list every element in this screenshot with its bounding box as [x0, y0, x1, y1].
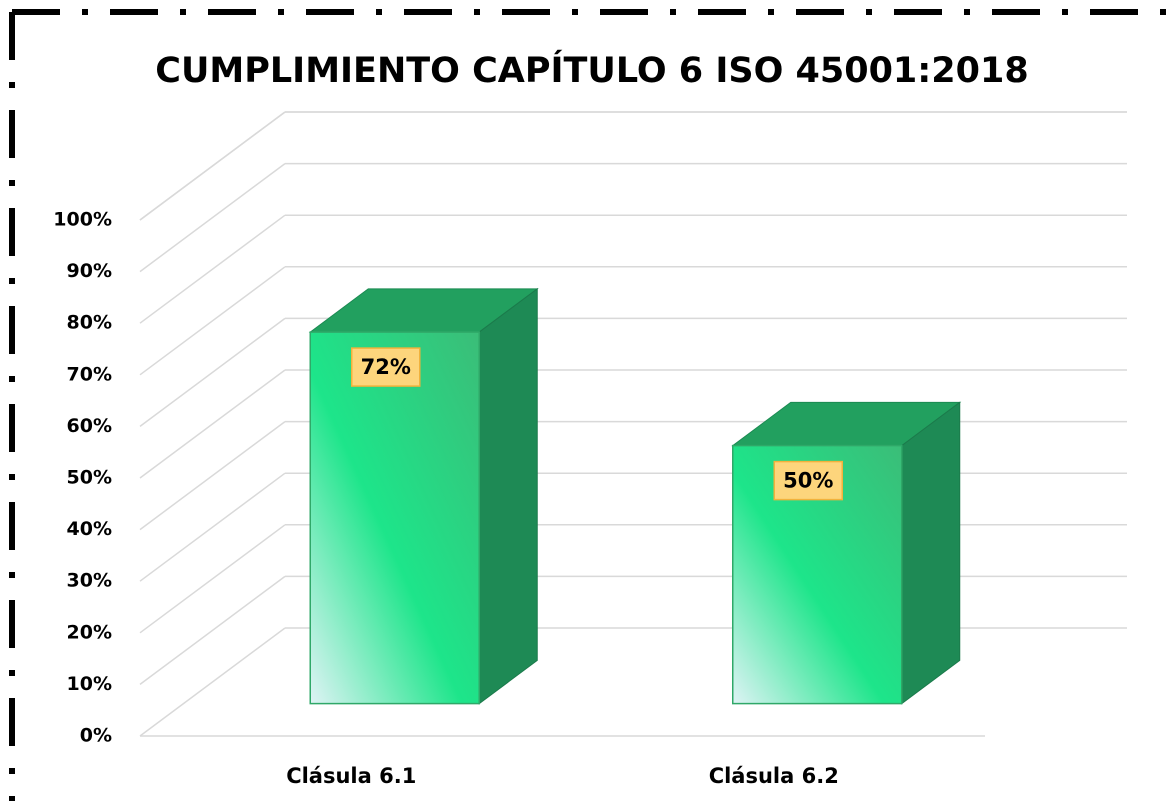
grid-line	[139, 472, 286, 582]
grid-line	[139, 524, 286, 634]
grid-line	[139, 214, 286, 324]
grid-line	[139, 575, 286, 686]
grid-line	[139, 627, 286, 737]
y-tick-label: 70%	[67, 363, 112, 385]
grid-line	[139, 162, 286, 273]
bar	[309, 331, 480, 705]
bar-side	[478, 287, 538, 705]
value-label-box	[351, 347, 421, 387]
value-label-box	[773, 460, 843, 501]
y-tick-label: 10%	[67, 673, 112, 695]
y-tick-label: 30%	[67, 570, 112, 592]
y-tick-label: 20%	[67, 621, 112, 643]
grid-line	[139, 420, 286, 531]
y-tick-label: 90%	[67, 260, 112, 282]
grid-line	[139, 317, 286, 428]
grid-line	[139, 111, 286, 221]
bar-side	[901, 401, 961, 705]
x-tick-label: Clásula 6.1	[286, 764, 416, 788]
chart-title: CUMPLIMIENTO CAPÍTULO 6 ISO 45001:2018	[155, 49, 1028, 91]
y-tick-label: 100%	[53, 209, 112, 231]
y-tick-label: 80%	[67, 312, 112, 334]
value-label: 72%	[361, 355, 411, 379]
y-tick-label: 50%	[67, 467, 112, 489]
y-tick-label: 40%	[67, 518, 112, 540]
y-tick-label: 60%	[67, 415, 112, 437]
x-tick-label: Clásula 6.2	[709, 764, 839, 788]
grid-line	[139, 369, 286, 479]
y-tick-label: 0%	[80, 725, 112, 747]
grid-line	[139, 266, 286, 376]
value-label: 50%	[783, 469, 833, 493]
